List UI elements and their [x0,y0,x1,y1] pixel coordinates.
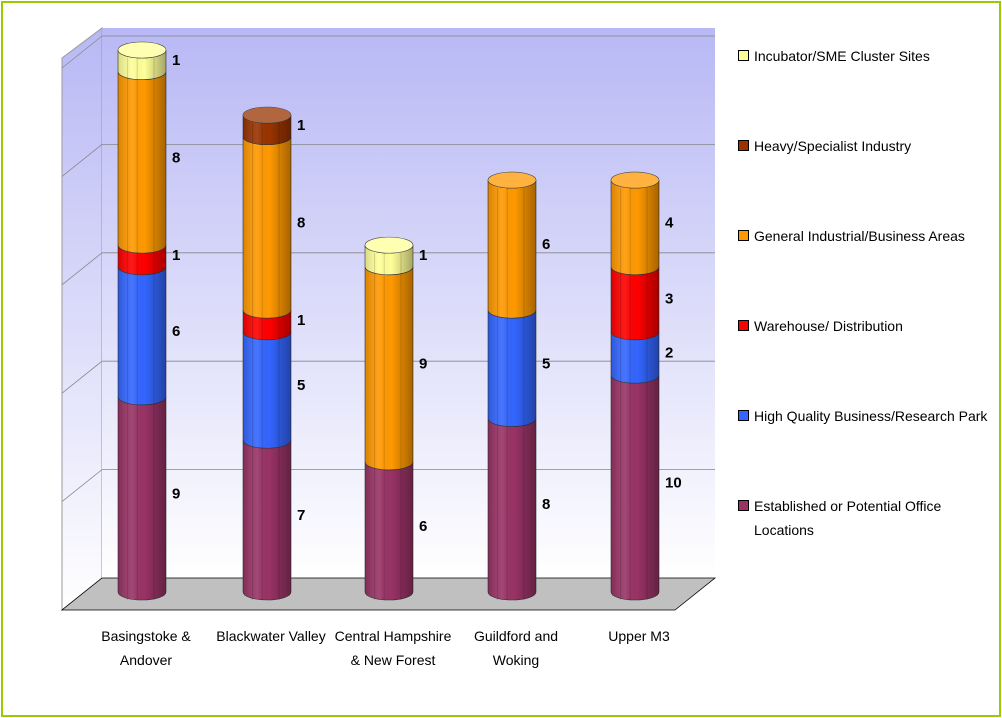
data-label: 1 [172,247,180,264]
x-tick-label: Basingstoke & Andover [101,628,191,668]
bar-shading [611,180,659,275]
bar-shading [611,266,659,340]
data-label: 8 [297,214,305,231]
bar-top [487,171,537,189]
data-label: 10 [665,475,682,492]
data-label: 6 [419,518,427,535]
legend-label: General Industrial/Business Areas [754,228,965,244]
data-label: 1 [419,247,427,264]
legend-label: Established or Potential Office Location… [754,498,942,538]
legend-swatch [738,50,749,61]
x-tick-label: Blackwater Valley [216,628,326,644]
legend-swatch [738,410,749,421]
bar-shading [365,461,413,600]
data-label: 5 [297,377,305,394]
legend-label: Incubator/SME Cluster Sites [754,48,930,64]
legend-entry: Warehouse/ Distribution [738,314,988,338]
data-label: 8 [542,496,550,513]
data-label: 9 [172,485,180,502]
bar-top-shade [488,172,536,189]
bar-shading [365,266,413,470]
bar-shading [611,331,659,384]
data-label: 2 [665,344,673,361]
data-label: 1 [297,117,305,134]
bar-shading [611,375,659,600]
bar-top [610,171,660,189]
bar-shading [243,440,291,600]
grid-line [61,35,715,69]
legend-entry: Heavy/Specialist Industry [738,134,988,158]
legend-swatch [738,320,749,331]
data-label: 1 [172,52,180,69]
bar-top-shade [243,107,291,124]
legend-entry: General Industrial/Business Areas [738,224,988,248]
bar-shading [243,115,291,145]
grid-line [61,144,715,177]
bar-shading [488,418,536,600]
legend-swatch [738,500,749,511]
bar-shading [488,310,536,427]
legend-entry: High Quality Business/Research Park [738,404,988,428]
x-tick-label: Guildford and Woking [473,628,559,668]
bar-shading [243,136,291,319]
legend-swatch [738,140,749,151]
legend-label: High Quality Business/Research Park [754,408,988,424]
data-label: 4 [665,214,674,231]
bar-shading [118,245,166,275]
data-label: 9 [419,355,427,372]
bar-shading [488,180,536,319]
bar-shading [243,310,291,340]
bar-top [117,41,167,59]
bar-top-shade [118,42,166,58]
data-label: 6 [542,236,550,253]
bar-shading [118,50,166,80]
data-label: 3 [665,290,673,307]
legend-entry: Established or Potential Office Location… [738,494,988,542]
x-tick-label: Upper M3 [608,628,670,644]
data-label: 8 [172,149,180,166]
bar-top-shade [365,237,413,254]
bar-shading [365,245,413,275]
bar-top [242,106,292,124]
x-tick-label: Central Hampshire & New Forest [334,628,452,668]
bar-shading [118,396,166,600]
legend-label: Warehouse/ Distribution [754,318,903,334]
data-label: 7 [297,507,305,524]
bar-top-shade [611,172,659,189]
data-label: 1 [297,312,305,329]
data-label: 5 [542,355,550,372]
bar-shading [118,71,166,254]
side-wall [61,27,103,612]
legend-swatch [738,230,749,241]
bar-shading [118,266,166,405]
bar-shading [243,331,291,449]
legend-label: Heavy/Specialist Industry [754,138,912,154]
legend-entry: Incubator/SME Cluster Sites [738,44,988,68]
bar-top [364,236,414,254]
data-label: 6 [172,323,180,340]
